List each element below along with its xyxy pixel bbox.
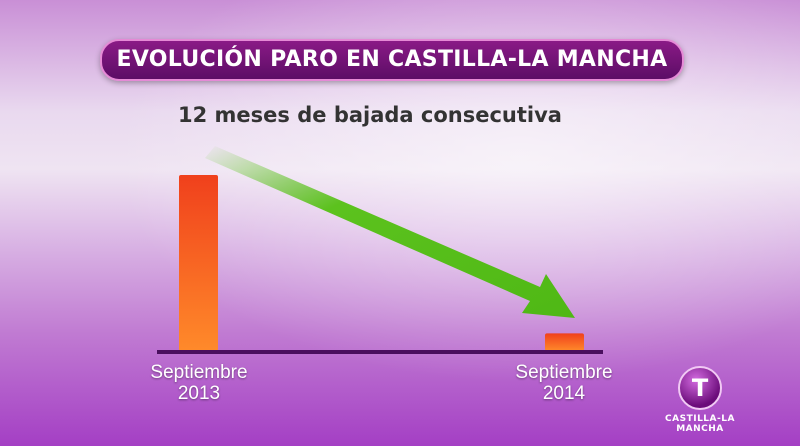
bar-septiembre-2013 [179,175,218,351]
bar-septiembre-2014 [545,333,584,351]
chart-title: EVOLUCIÓN PARO EN CASTILLA-LA MANCHA [100,39,684,81]
trend-arrow [205,146,575,318]
channel-logo: T CASTILLA-LA MANCHA [640,366,760,434]
x-tick-label: Septiembre 2013 [150,362,248,404]
logo-text: CASTILLA-LA MANCHA [665,414,735,434]
x-axis [157,350,603,354]
x-tick-label: Septiembre 2014 [515,362,613,404]
chart-subtitle: 12 meses de bajada consecutiva [178,103,562,127]
logo-t-icon: T [678,366,722,410]
